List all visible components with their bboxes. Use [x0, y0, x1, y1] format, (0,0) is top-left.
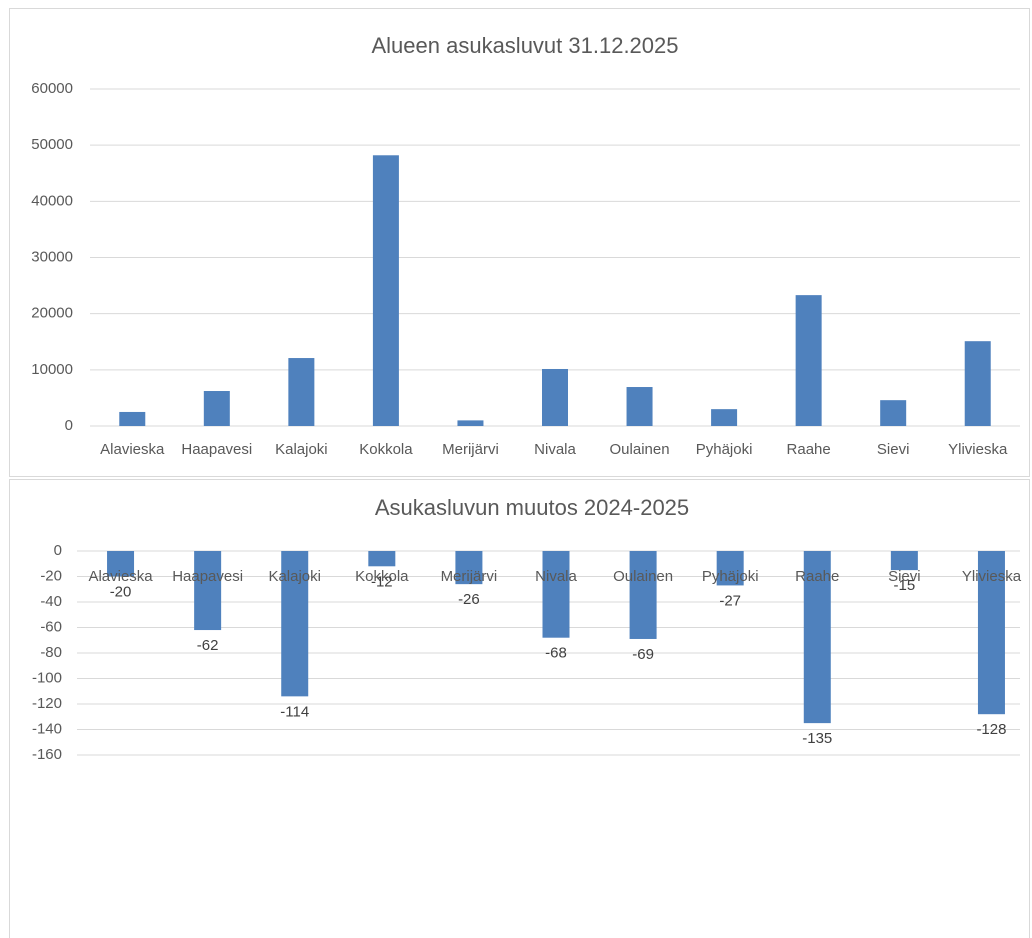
x-tick-label: Haapavesi	[172, 568, 243, 585]
bar	[372, 155, 399, 426]
y-tick-label: 40000	[31, 192, 73, 209]
bar	[964, 341, 991, 426]
bar	[977, 551, 1005, 715]
x-tick-label: Pyhäjoki	[696, 441, 753, 458]
y-tick-label: 60000	[31, 80, 73, 97]
y-tick-label: -80	[40, 644, 62, 661]
x-tick-label: Alavieska	[100, 441, 165, 458]
bar	[119, 411, 146, 426]
y-tick-label: -40	[40, 593, 62, 610]
data-label: -27	[719, 592, 741, 609]
bar	[455, 551, 483, 585]
x-tick-label: Kalajoki	[275, 441, 328, 458]
x-tick-label: Oulainen	[610, 441, 670, 458]
bar	[795, 295, 822, 426]
x-tick-label: Kokkola	[355, 568, 409, 585]
data-label: -26	[458, 591, 480, 608]
x-tick-label: Alavieska	[88, 568, 153, 585]
x-tick-label: Merijärvi	[442, 441, 499, 458]
bar	[542, 551, 570, 638]
y-tick-label: -60	[40, 618, 62, 635]
data-label: -114	[280, 703, 309, 720]
x-tick-label: Nivala	[534, 441, 576, 458]
data-label: -12	[371, 573, 393, 590]
bar	[542, 368, 568, 426]
x-tick-label: Sievi	[877, 441, 910, 458]
x-tick-label: Nivala	[535, 568, 577, 585]
bar	[803, 551, 831, 724]
y-tick-label: -160	[32, 746, 62, 763]
data-label: -135	[802, 730, 832, 747]
x-tick-label: Sievi	[888, 568, 921, 585]
data-label: -68	[545, 645, 567, 662]
y-tick-label: 0	[65, 417, 73, 434]
chart-frame	[9, 479, 1030, 938]
y-tick-label: -140	[32, 720, 62, 737]
bar	[288, 358, 315, 426]
x-tick-label: Raahe	[787, 441, 831, 458]
bar	[107, 551, 135, 577]
bar	[711, 409, 738, 426]
x-tick-label: Merijärvi	[441, 568, 498, 585]
x-tick-label: Ylivieska	[962, 568, 1022, 585]
data-label: -128	[976, 721, 1006, 738]
chart-title: Asukasluvun muutos 2024-2025	[375, 495, 689, 520]
bar	[203, 391, 230, 426]
x-tick-label: Haapavesi	[181, 441, 252, 458]
bar	[626, 387, 653, 426]
x-tick-label: Kalajoki	[268, 568, 321, 585]
y-tick-label: 50000	[31, 136, 73, 153]
bar	[880, 400, 907, 426]
bar	[457, 420, 484, 426]
data-label: -62	[197, 637, 219, 654]
x-tick-label: Raahe	[795, 568, 839, 585]
x-tick-label: Oulainen	[613, 568, 673, 585]
chart: Asukasluvun muutos 2024-2025 0 -20 -40 -60 -…	[9, 479, 1030, 938]
y-tick-label: -20	[40, 567, 62, 584]
data-label: -20	[110, 583, 132, 600]
bar	[194, 551, 222, 631]
chart: Alueen asukasluvut 31.12.2025 0 10000 2000…	[9, 8, 1030, 477]
bar	[629, 551, 657, 639]
x-tick-label: Pyhäjoki	[702, 568, 759, 585]
y-tick-label: 0	[54, 542, 62, 559]
y-tick-label: -120	[32, 695, 62, 712]
bar	[716, 551, 744, 586]
chart-title: Alueen asukasluvut 31.12.2025	[371, 33, 678, 58]
data-label: -69	[632, 646, 654, 663]
chart-frame	[9, 8, 1030, 477]
bar	[281, 551, 309, 697]
bar	[368, 551, 396, 567]
y-tick-label: 30000	[31, 248, 73, 265]
data-label: -15	[894, 577, 916, 594]
y-tick-label: 20000	[31, 305, 73, 322]
x-tick-label: Kokkola	[359, 441, 413, 458]
y-tick-label: 10000	[31, 361, 73, 378]
y-tick-label: -100	[32, 669, 62, 686]
bar	[890, 551, 918, 571]
x-tick-label: Ylivieska	[948, 441, 1008, 458]
